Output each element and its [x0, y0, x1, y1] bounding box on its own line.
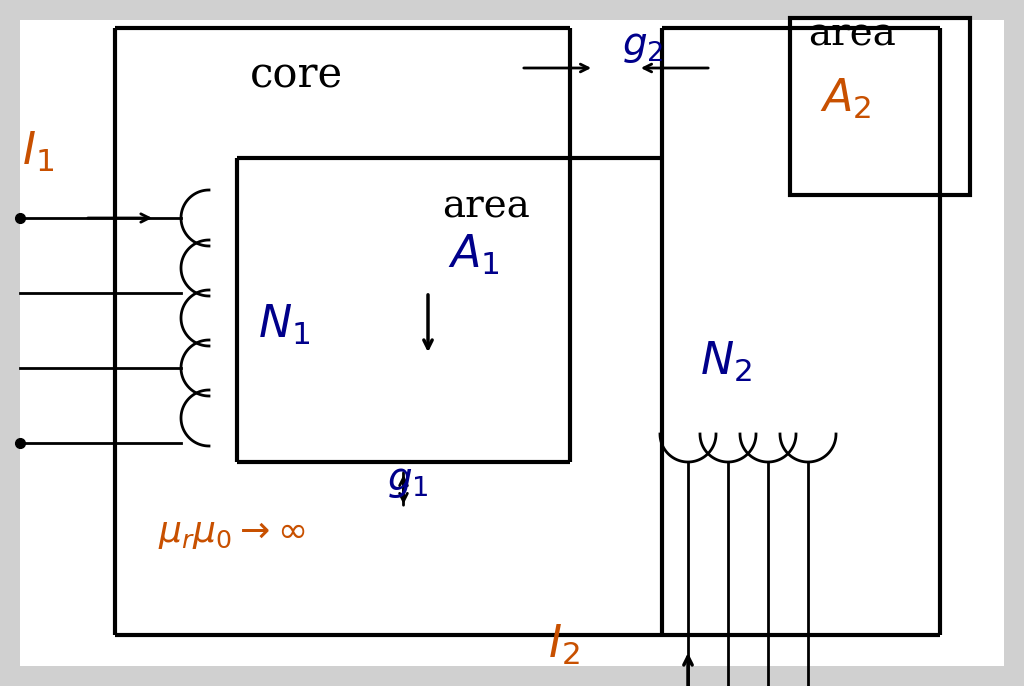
Text: $\mu_r\mu_0 \rightarrow \infty$: $\mu_r\mu_0 \rightarrow \infty$: [158, 517, 305, 551]
Text: $I_2$: $I_2$: [548, 623, 580, 667]
Bar: [1004, 0, 1024, 686]
Bar: [0, 0, 20, 686]
Text: $N_2$: $N_2$: [700, 340, 752, 384]
Text: area: area: [442, 189, 529, 226]
Bar: [790, 18, 970, 195]
Text: core: core: [250, 55, 343, 97]
Bar: [0, 0, 1024, 20]
Text: $I_1$: $I_1$: [22, 130, 54, 174]
Text: area: area: [808, 16, 896, 53]
Text: $A_1$: $A_1$: [449, 233, 500, 277]
Text: $A_2$: $A_2$: [820, 77, 871, 121]
Text: $N_1$: $N_1$: [258, 303, 310, 347]
Bar: [0, 666, 1024, 686]
Text: $g_1$: $g_1$: [387, 463, 429, 500]
Text: $g_2$: $g_2$: [622, 28, 664, 65]
